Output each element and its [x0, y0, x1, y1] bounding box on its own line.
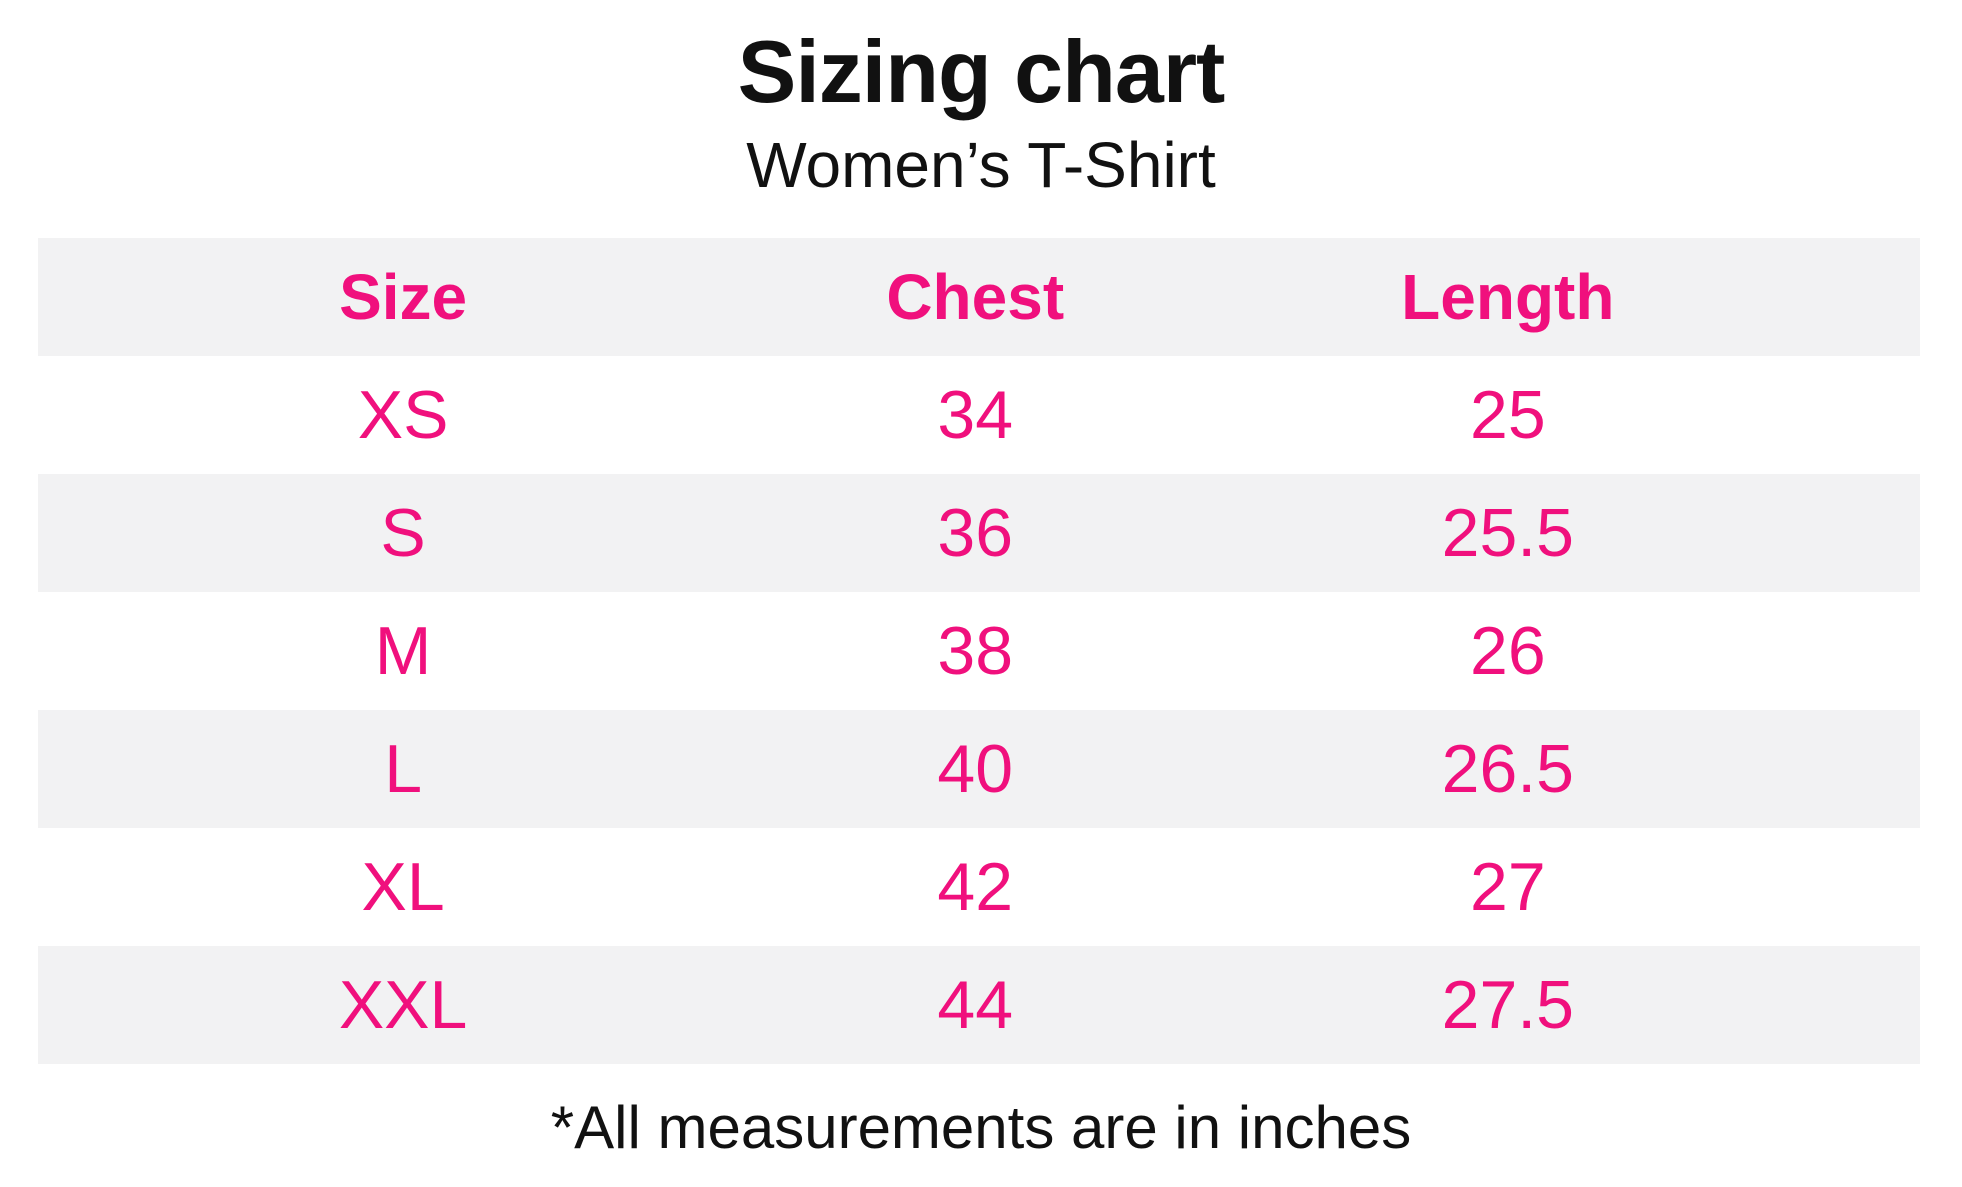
sizing-table: Size Chest Length XS 34 25 S 36 25.5 M 3… [38, 237, 1920, 1064]
page-title: Sizing chart [737, 22, 1226, 121]
table-header-row: Size Chest Length [38, 237, 1920, 356]
chest-cell: 36 [937, 494, 1014, 571]
length-cell: 26.5 [1441, 730, 1574, 807]
size-cell: XXL [338, 966, 468, 1043]
size-cell: XL [361, 848, 445, 925]
table-row-xs: XS 34 25 [38, 355, 1920, 474]
table-row-xl: XL 42 27 [38, 827, 1920, 946]
size-cell: S [380, 494, 426, 571]
chest-cell: 40 [937, 730, 1014, 807]
column-header-length: Length [1401, 260, 1615, 333]
length-cell: 27.5 [1441, 966, 1574, 1043]
length-cell: 25 [1470, 376, 1546, 453]
table-row-l: L 40 26.5 [38, 709, 1920, 828]
table-row-s: S 36 25.5 [38, 473, 1920, 592]
chest-cell: 34 [937, 376, 1014, 453]
measurements-footnote: *All measurements are in inches [550, 1093, 1412, 1161]
table-row-m: M 38 26 [38, 591, 1920, 710]
chest-cell: 44 [937, 966, 1014, 1043]
chest-cell: 38 [937, 612, 1014, 689]
size-cell: M [374, 612, 432, 689]
length-cell: 27 [1470, 848, 1546, 925]
table-row-xxl: XXL 44 27.5 [38, 945, 1920, 1064]
length-cell: 26 [1470, 612, 1546, 689]
column-header-chest: Chest [886, 260, 1065, 333]
size-cell: L [384, 730, 423, 807]
length-cell: 25.5 [1441, 494, 1574, 571]
column-header-size: Size [339, 260, 468, 333]
chest-cell: 42 [937, 848, 1014, 925]
size-cell: XS [357, 376, 449, 453]
page-subtitle: Women’s T-Shirt [746, 128, 1216, 201]
